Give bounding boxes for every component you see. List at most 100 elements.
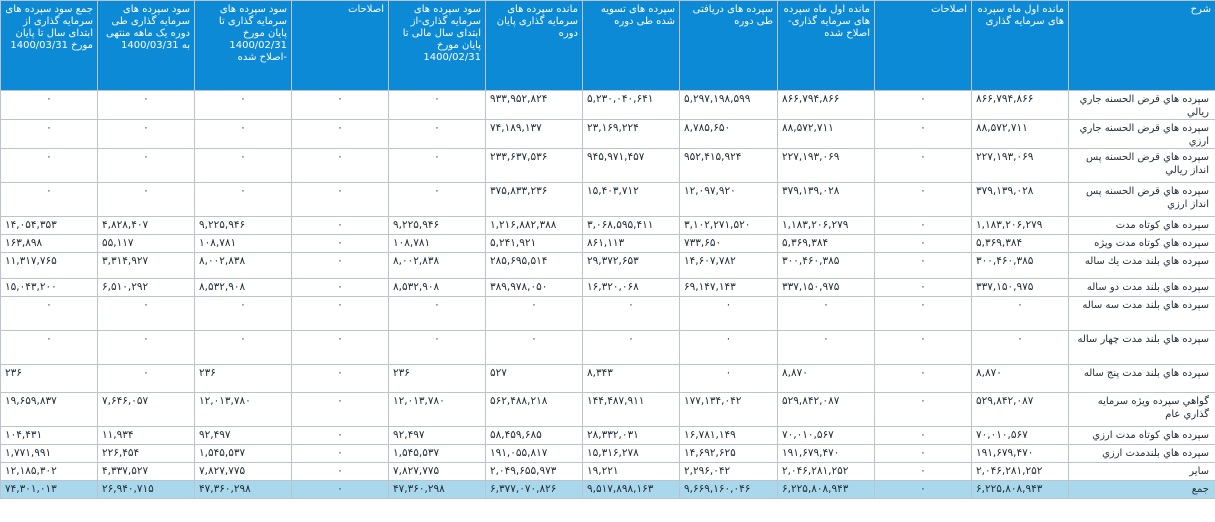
row-label: سپرده هاي كوتاه مدت ويژه [1068, 234, 1215, 253]
table-cell: ۰ [971, 296, 1069, 331]
table-cell: ۰ [388, 330, 486, 365]
table-cell: ۲۳۶ [0, 364, 98, 393]
table-cell: ۵۲۹,۸۴۲,۰۸۷ [777, 392, 875, 427]
table-cell: ۳۳۷,۱۵۰,۹۷۵ [971, 278, 1069, 297]
column-header: سپرده های تسویه شده طی دوره [582, 0, 680, 91]
table-cell: ۱,۲۱۶,۸۸۲,۳۸۸ [485, 216, 583, 235]
table-cell: ۹,۲۲۵,۹۴۶ [194, 216, 292, 235]
table-cell: ۰ [582, 296, 680, 331]
table-cell: ۱,۱۸۳,۲۰۶,۲۷۹ [777, 216, 875, 235]
table-cell: ۰ [0, 90, 98, 120]
table-cell: ۰ [0, 182, 98, 217]
table-row: سپرده هاي كوتاه مدت ويژه ۵,۳۶۹,۳۸۴ ۰ ۵,۳۶۹,… [0, 234, 1215, 253]
table-cell: ۳۰۰,۴۶۰,۳۸۵ [971, 252, 1069, 279]
column-header: مانده سپرده های سرمایه گذاری پایان دوره [485, 0, 583, 91]
table-cell: ۰ [874, 234, 972, 253]
table-cell: ۴,۳۳۷,۵۲۷ [97, 462, 195, 481]
table-cell: ۵۲۹,۸۴۲,۰۸۷ [971, 392, 1069, 427]
table-row: سپرده هاي قرض الحسنه جاري ارزي ۸۸,۵۷۲,۷۱۱… [0, 119, 1215, 149]
row-label: سپرده هاي بلند مدت چهار ساله [1068, 330, 1215, 365]
table-cell: ۰ [582, 330, 680, 365]
table-cell: ۰ [291, 148, 389, 183]
total-cell: ۰ [291, 480, 389, 499]
table-cell: ۰ [485, 330, 583, 365]
table-row: سپرده هاي بلند مدت پنج ساله ۸,۸۷۰ ۰ ۸,۸۷۰ ۰ ۸… [0, 364, 1215, 393]
table-cell: ۰ [874, 392, 972, 427]
table-cell: ۸۸,۵۷۲,۷۱۱ [777, 119, 875, 149]
total-cell: ۷۴,۳۰۱,۰۱۳ [0, 480, 98, 499]
table-cell: ۸,۰۰۲,۸۳۸ [388, 252, 486, 279]
column-header: سود سپرده های سرمایه گذاری-از ابتدای سال… [388, 0, 486, 91]
table-cell: ۰ [291, 216, 389, 235]
table-cell: ۹۲,۴۹۷ [194, 426, 292, 445]
table-cell: ۱۴,۰۵۴,۳۵۳ [0, 216, 98, 235]
table-cell: ۲۸۵,۶۹۵,۵۱۴ [485, 252, 583, 279]
table-cell: ۱۷۷,۱۳۴,۰۴۲ [679, 392, 778, 427]
total-cell: ۹,۶۶۹,۱۶۰,۰۴۶ [679, 480, 778, 499]
table-cell: ۰ [291, 364, 389, 393]
row-label: گواهي سپرده ويژه سرمايه گذاري عام [1068, 392, 1215, 427]
table-cell: ۰ [388, 90, 486, 120]
table-cell: ۳۷۹,۱۳۹,۰۲۸ [777, 182, 875, 217]
row-label: سپرده هاي كوتاه مدت [1068, 216, 1215, 235]
row-label: سپرده هاي قرض الحسنه پس انداز ارزي [1068, 182, 1215, 217]
total-cell: ۰ [874, 480, 972, 499]
table-cell: ۱,۵۴۵,۵۳۷ [388, 444, 486, 463]
table-cell: ۷۰,۰۱۰,۵۶۷ [971, 426, 1069, 445]
table-cell: ۱۵,۴۰۳,۷۱۲ [582, 182, 680, 217]
table-cell: ۰ [194, 296, 292, 331]
table-cell: ۷,۸۲۷,۷۷۵ [194, 462, 292, 481]
table-cell: ۲۲۷,۱۹۳,۰۶۹ [971, 148, 1069, 183]
table-cell: ۵۲۷ [485, 364, 583, 393]
table-cell: ۰ [97, 330, 195, 365]
table-cell: ۱۴۴,۴۸۷,۹۱۱ [582, 392, 680, 427]
table-cell: ۰ [874, 182, 972, 217]
table-cell: ۰ [97, 296, 195, 331]
total-label: جمع [1068, 480, 1215, 499]
table-cell: ۱۹,۶۵۹,۸۳۷ [0, 392, 98, 427]
table-cell: ۱۶۳,۸۹۸ [0, 234, 98, 253]
table-cell: ۱۵,۳۱۶,۲۷۸ [582, 444, 680, 463]
table-row: سپرده هاي بلند مدت دو ساله ۳۳۷,۱۵۰,۹۷۵ ۰ ۳۳… [0, 278, 1215, 297]
table-cell: ۵۶۲,۴۸۸,۲۱۸ [485, 392, 583, 427]
table-header: شرح مانده اول ماه سپرده های سرمایه گذاری ا… [0, 0, 1215, 91]
table-cell: ۰ [0, 296, 98, 331]
table-cell: ۴,۸۲۸,۴۰۷ [97, 216, 195, 235]
table-cell: ۵۸,۴۵۹,۶۸۵ [485, 426, 583, 445]
column-header: سود سپرده های سرمایه گذاری تا پایان مورخ… [194, 0, 292, 91]
table-cell: ۱۴,۶۹۲,۶۲۵ [679, 444, 778, 463]
row-label: سپرده هاي بلندمدت ارزي [1068, 444, 1215, 463]
total-cell: ۶,۲۲۵,۸۰۸,۹۴۳ [777, 480, 875, 499]
table-cell: ۰ [291, 296, 389, 331]
table-cell: ۰ [291, 278, 389, 297]
table-row: سپرده هاي بلند مدت چهار ساله ۰ ۰ ۰ ۰ ۰ ۰ ۰ ۰ ۰ ۰ ۰ [0, 330, 1215, 365]
table-cell: ۰ [874, 148, 972, 183]
table-cell: ۱۹۱,۶۷۹,۴۷۰ [971, 444, 1069, 463]
table-cell: ۲۳,۱۶۹,۲۲۴ [582, 119, 680, 149]
table-cell: ۱۰۴,۴۳۱ [0, 426, 98, 445]
table-cell: ۰ [291, 182, 389, 217]
column-header: سپرده های دریافتی طی دوره [679, 0, 778, 91]
table-cell: ۹,۲۲۵,۹۴۶ [388, 216, 486, 235]
table-cell: ۹۴۵,۹۷۱,۴۵۷ [582, 148, 680, 183]
table-row: سپرده هاي كوتاه مدت ۱,۱۸۳,۲۰۶,۲۷۹ ۰ ۱,۱۸۳,۲… [0, 216, 1215, 235]
row-label: سپرده هاي قرض الحسنه پس انداز ريالي [1068, 148, 1215, 183]
table-cell: ۶۹,۱۴۷,۱۴۳ [679, 278, 778, 297]
table-cell: ۱۲,۱۸۵,۳۰۲ [0, 462, 98, 481]
table-cell: ۱۹۱,۰۵۵,۸۱۷ [485, 444, 583, 463]
table-cell: ۲,۰۴۹,۶۵۵,۹۷۳ [485, 462, 583, 481]
table-cell: ۰ [194, 119, 292, 149]
table-row: سپرده هاي قرض الحسنه پس انداز ارزي ۳۷۹,۱۳… [0, 182, 1215, 217]
table-cell: ۰ [194, 182, 292, 217]
table-cell: ۷,۸۲۷,۷۷۵ [388, 462, 486, 481]
table-cell: ۰ [291, 426, 389, 445]
table-cell: ۸,۵۳۲,۹۰۸ [388, 278, 486, 297]
table-cell: ۷۴,۱۸۹,۱۳۷ [485, 119, 583, 149]
table-cell: ۰ [874, 296, 972, 331]
table-cell: ۵۵,۱۱۷ [97, 234, 195, 253]
table-cell: ۲,۰۴۶,۲۸۱,۲۵۲ [971, 462, 1069, 481]
table-cell: ۲۳۳,۶۳۷,۵۳۶ [485, 148, 583, 183]
table-cell: ۱۰۸,۷۸۱ [194, 234, 292, 253]
table-cell: ۱۹,۲۲۱ [582, 462, 680, 481]
total-cell: ۶,۳۷۷,۰۷۰,۸۲۶ [485, 480, 583, 499]
